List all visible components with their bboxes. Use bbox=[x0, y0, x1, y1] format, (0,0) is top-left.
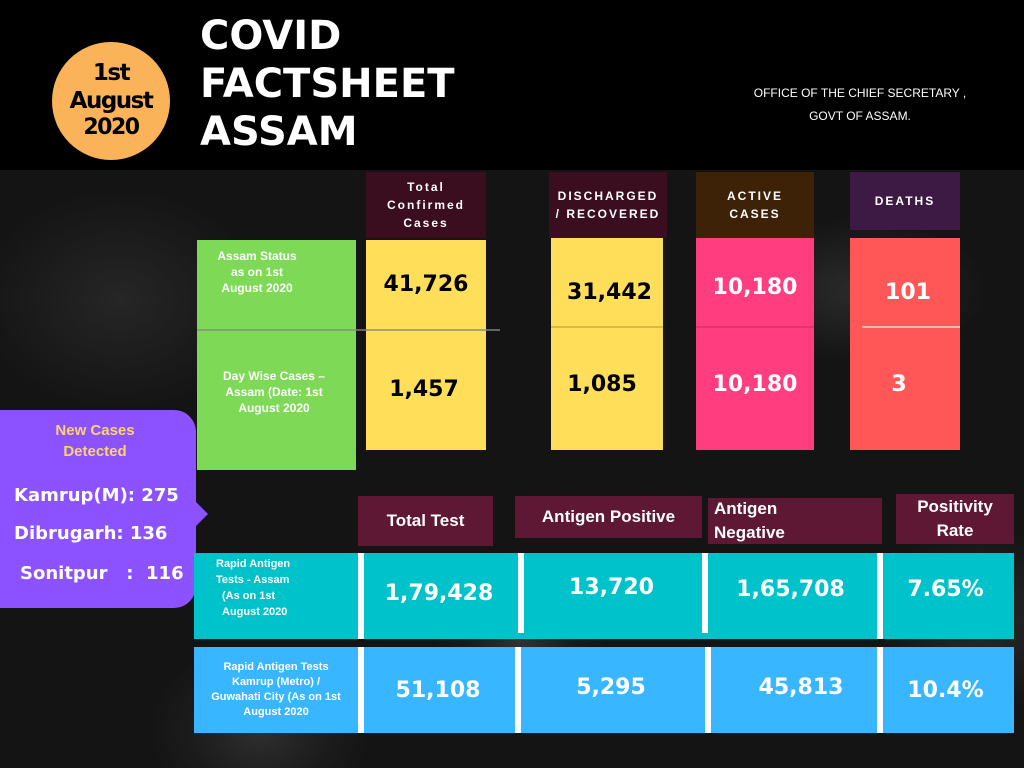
office-line-2: GOVT OF ASSAM. bbox=[809, 109, 911, 123]
column-separator bbox=[877, 647, 883, 733]
value-assam-antigen-positive: 13,720 bbox=[569, 575, 654, 600]
header-positivity-line2: Rate bbox=[936, 521, 974, 540]
office-credit: OFFICE OF THE CHIEF SECRETARY , GOVT OF … bbox=[740, 82, 980, 128]
confirmed-column bbox=[366, 240, 486, 450]
rapid-kamrup-label-line4: August 2020 bbox=[243, 706, 309, 718]
header-deaths: DEATHS bbox=[850, 172, 960, 230]
title-line-2: FACTSHEET bbox=[200, 61, 455, 107]
rapid-kamrup-label-line2: Kamrup (Metro) / bbox=[232, 676, 320, 688]
value-status-active: 10,180 bbox=[712, 275, 798, 300]
new-cases-item: Dibrugarh: 136 bbox=[14, 523, 168, 544]
header-antigen-negative: Antigen Negative bbox=[708, 498, 882, 544]
row-status-line1: Assam Status bbox=[217, 249, 297, 263]
value-kamrup-antigen-negative: 45,813 bbox=[758, 675, 844, 700]
header-antigen-positive: Antigen Positive bbox=[515, 496, 702, 538]
row-status-line3: August 2020 bbox=[221, 281, 293, 295]
date-badge: 1st August 2020 bbox=[52, 42, 170, 160]
row-divider bbox=[197, 329, 500, 331]
title-line-1: COVID bbox=[200, 13, 342, 59]
header-active-line2: CASES bbox=[729, 207, 781, 221]
rapid-assam-label-line4: August 2020 bbox=[222, 606, 288, 618]
value-status-discharged: 31,442 bbox=[567, 280, 652, 305]
header-antigen-negative-line2: Negative bbox=[714, 523, 785, 542]
column-separator bbox=[358, 553, 364, 639]
discharged-column bbox=[551, 238, 663, 450]
value-daywise-deaths: 3 bbox=[891, 372, 907, 397]
office-line-1: OFFICE OF THE CHIEF SECRETARY , bbox=[753, 86, 967, 100]
column-separator bbox=[705, 647, 711, 733]
row-daywise-line3: August 2020 bbox=[238, 401, 310, 415]
header-discharged-line2: / RECOVERED bbox=[555, 207, 661, 221]
header-confirmed-line3: Cases bbox=[403, 216, 449, 230]
row-label-rapid-assam: Rapid Antigen Tests - Assam (As on 1st A… bbox=[200, 556, 330, 620]
value-assam-antigen-negative: 1,65,708 bbox=[736, 577, 845, 602]
header-confirmed-line1: Total bbox=[407, 180, 445, 194]
row-label-assam-status: Assam Status as on 1st August 2020 bbox=[197, 248, 317, 296]
header-antigen-negative-line1: Antigen bbox=[714, 499, 778, 518]
header-discharged-line1: DISCHARGED bbox=[557, 189, 659, 203]
row-divider-discharged bbox=[551, 326, 663, 328]
column-separator bbox=[358, 647, 364, 733]
value-kamrup-antigen-positive: 5,295 bbox=[576, 675, 646, 700]
row-divider-deaths bbox=[862, 326, 960, 328]
row-daywise-line1: Day Wise Cases – bbox=[223, 369, 325, 383]
title-line-3: ASSAM bbox=[200, 109, 358, 155]
header-band bbox=[0, 0, 1024, 170]
row-daywise-line2: Assam (Date: 1st bbox=[225, 385, 323, 399]
date-month: August bbox=[69, 87, 154, 114]
new-cases-title-line1: New Cases bbox=[55, 422, 135, 439]
value-daywise-active: 10,180 bbox=[712, 372, 798, 397]
header-confirmed-line2: Confirmed bbox=[387, 198, 465, 212]
new-cases-title-line2: Detected bbox=[63, 443, 127, 460]
rapid-assam-label-line2: Tests - Assam bbox=[216, 574, 290, 586]
value-assam-positivity-rate: 7.65% bbox=[907, 577, 984, 602]
header-total-test: Total Test bbox=[358, 496, 493, 546]
new-cases-callout: New Cases Detected Kamrup(M): 275 Dibrug… bbox=[0, 410, 208, 608]
rapid-assam-label-line1: Rapid Antigen bbox=[216, 558, 291, 570]
rapid-assam-label-line3: (As on 1st bbox=[222, 590, 276, 602]
row-label-day-wise: Day Wise Cases – Assam (Date: 1st August… bbox=[205, 368, 343, 416]
value-status-confirmed: 41,726 bbox=[383, 272, 469, 297]
header-confirmed-cases: Total Confirmed Cases bbox=[366, 172, 486, 238]
value-daywise-confirmed: 1,457 bbox=[389, 377, 459, 402]
page-title: COVID FACTSHEET ASSAM bbox=[200, 12, 455, 156]
row-labels-box bbox=[197, 240, 356, 470]
header-positivity-line1: Positivity bbox=[917, 497, 993, 516]
column-separator bbox=[518, 553, 524, 633]
value-kamrup-total-test: 51,108 bbox=[395, 678, 481, 703]
new-cases-title: New Cases Detected bbox=[0, 420, 190, 462]
column-separator bbox=[877, 553, 883, 639]
rapid-kamrup-label-line3: Guwahati City (As on 1st bbox=[211, 691, 341, 703]
header-active-cases: ACTIVE CASES bbox=[696, 172, 814, 238]
new-cases-item: Kamrup(M): 275 bbox=[14, 485, 179, 506]
deaths-column bbox=[850, 238, 960, 450]
value-daywise-discharged: 1,085 bbox=[567, 372, 637, 397]
header-discharged: DISCHARGED / RECOVERED bbox=[549, 172, 667, 238]
new-cases-item: Sonitpur : 116 bbox=[20, 563, 184, 584]
value-status-deaths: 101 bbox=[885, 280, 931, 305]
value-kamrup-positivity-rate: 10.4% bbox=[907, 678, 984, 703]
active-column bbox=[696, 238, 814, 450]
header-positivity-rate: Positivity Rate bbox=[896, 494, 1014, 544]
row-label-rapid-kamrup: Rapid Antigen Tests Kamrup (Metro) / Guw… bbox=[196, 660, 356, 720]
row-divider-active bbox=[696, 326, 814, 328]
date-year: 2020 bbox=[83, 115, 140, 141]
column-separator bbox=[515, 647, 521, 733]
value-assam-total-test: 1,79,428 bbox=[384, 581, 494, 606]
column-separator bbox=[702, 553, 708, 633]
date-day: 1st bbox=[92, 60, 131, 87]
row-status-line2: as on 1st bbox=[230, 265, 284, 279]
rapid-kamrup-label-line1: Rapid Antigen Tests bbox=[223, 661, 329, 673]
header-active-line1: ACTIVE bbox=[726, 189, 783, 203]
